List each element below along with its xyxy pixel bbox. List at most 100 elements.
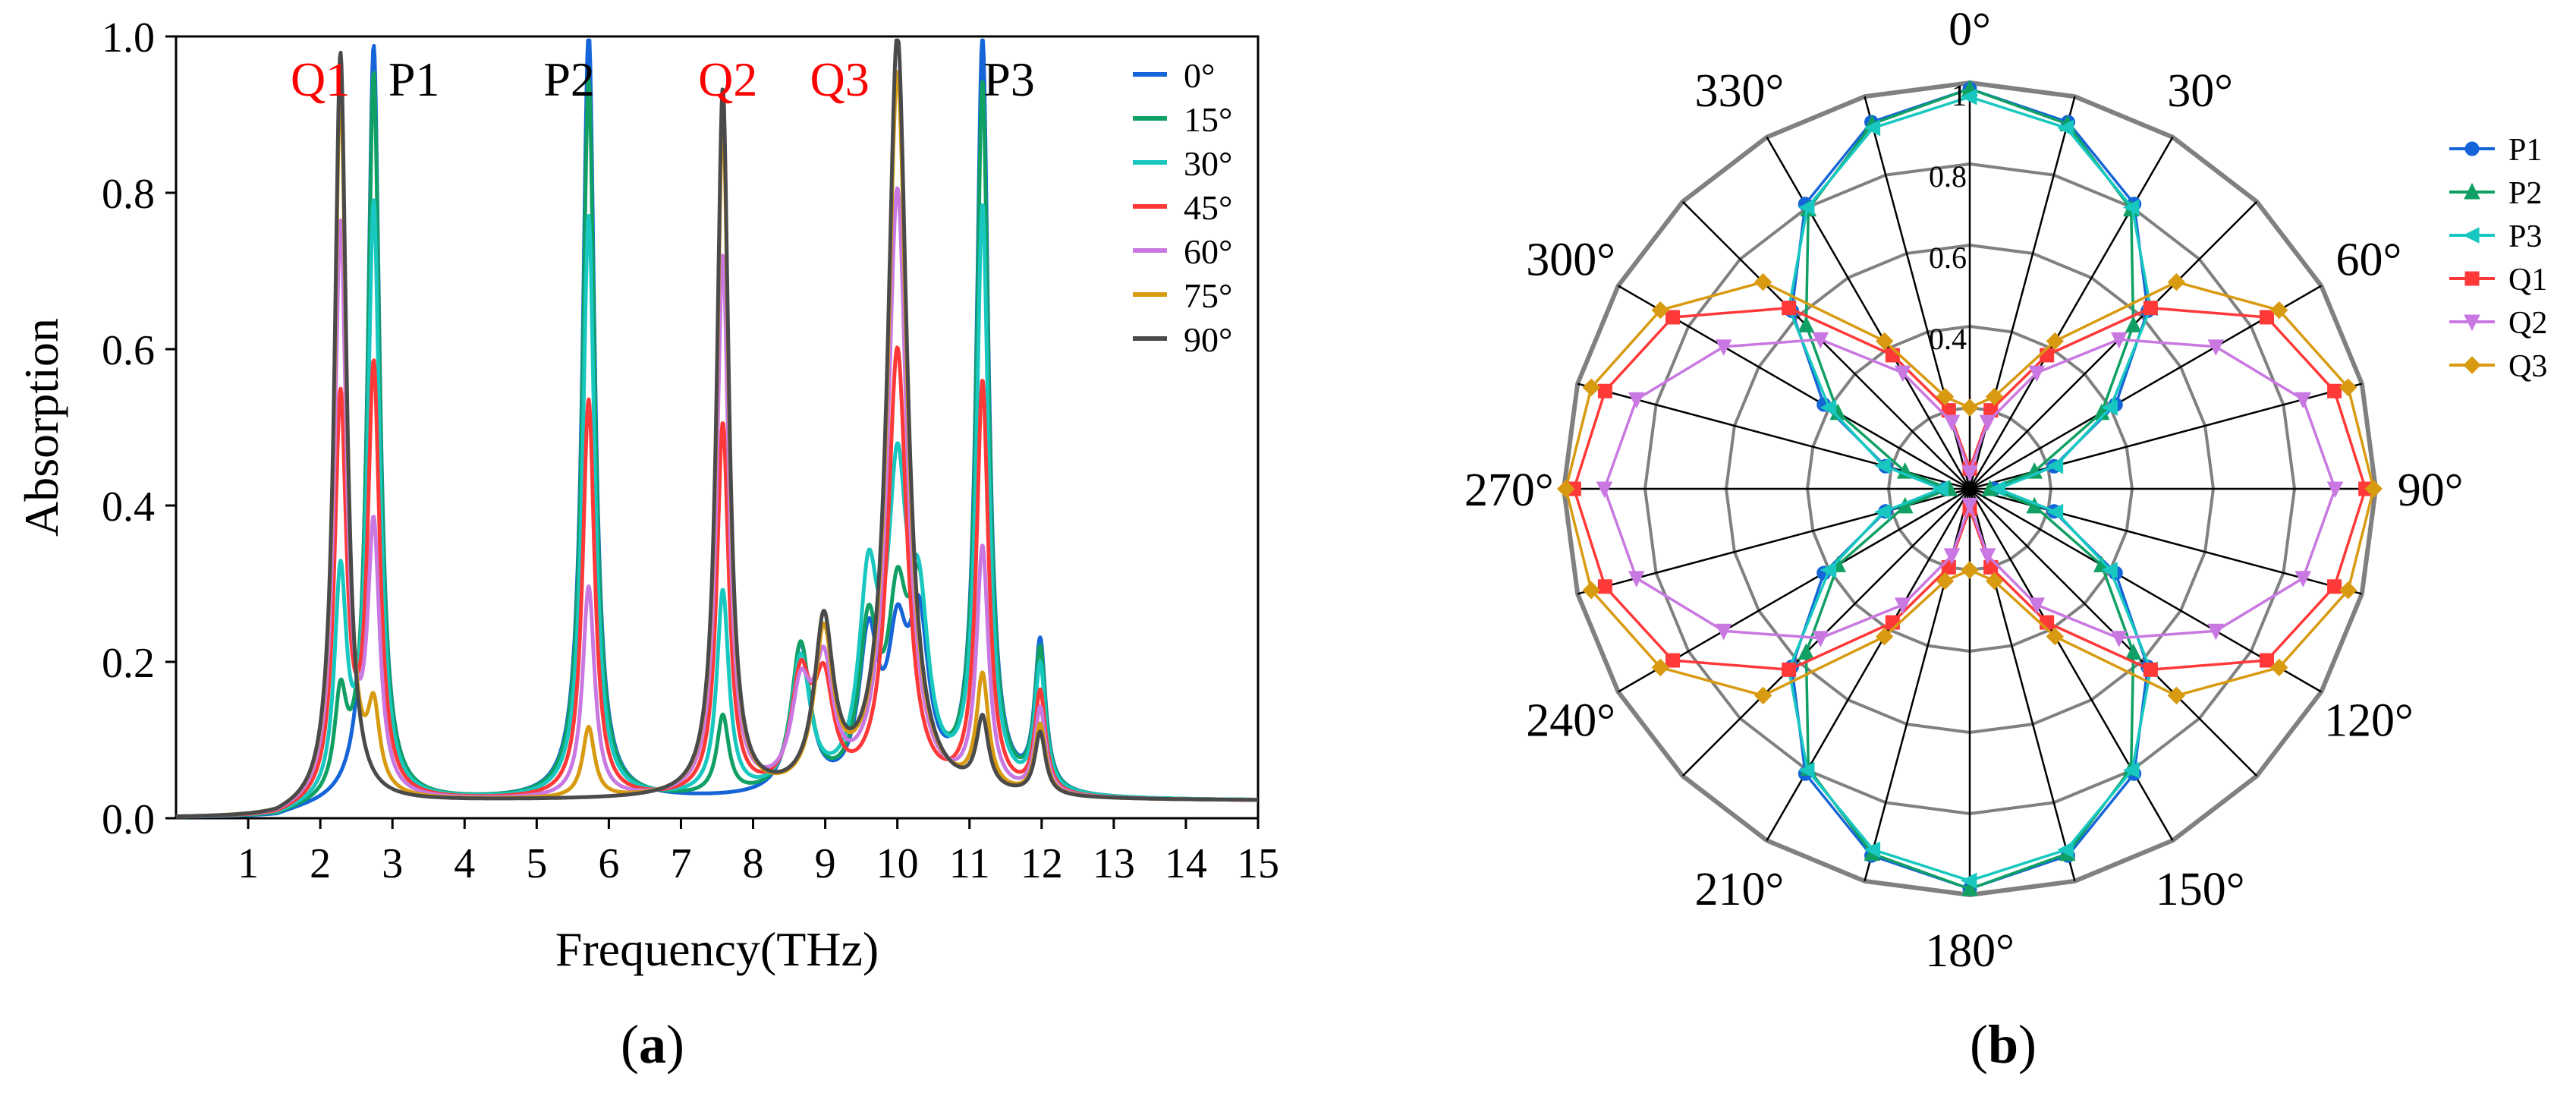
- radial-tick-labels: 0.4 0.6 0.8 1: [1929, 78, 1967, 356]
- data-point: [2057, 119, 2074, 137]
- panel-a-absorption-spectrum: 1 2 3 4 5 6 7 8 9 10 11 12 13 14 150.00.20.40.60.81.0 …: [14, 14, 1279, 1075]
- panel-label-a: (a): [621, 1014, 684, 1075]
- polar-spoke: [1766, 488, 1971, 841]
- data-point: [2327, 383, 2342, 398]
- data-point: [1754, 686, 1772, 705]
- data-point: [2110, 332, 2128, 349]
- peak-annotations: Q1 P1 P2 Q2 Q3 P3: [291, 52, 1035, 106]
- data-point: [2143, 301, 2158, 316]
- legend-label: 60°: [1184, 232, 1232, 271]
- data-point: [1894, 597, 1911, 615]
- data-point: [1715, 339, 1732, 356]
- angle-label: 60°: [2336, 234, 2402, 285]
- data-point: [2464, 314, 2480, 332]
- data-point: [1715, 623, 1732, 641]
- legend-label: P2: [2508, 176, 2542, 211]
- polar-spoke: [1681, 200, 1971, 490]
- polar-series-q2: [1596, 332, 2344, 647]
- data-point: [1597, 579, 1612, 594]
- data-point: [2462, 227, 2480, 244]
- angle-label: 0°: [1949, 4, 1991, 55]
- polar-series-p3: [1779, 88, 2158, 890]
- x-tick-label: 15: [1237, 840, 1279, 887]
- data-point: [1820, 562, 1837, 578]
- x-tick-label: 11: [949, 840, 990, 887]
- x-tick-label: 2: [310, 840, 331, 887]
- panel-label-b: (b): [1970, 1014, 2037, 1075]
- data-point: [1885, 348, 1900, 363]
- data-point: [1874, 457, 1891, 474]
- data-point: [1874, 503, 1891, 521]
- angle-label: 210°: [1695, 864, 1785, 915]
- data-point: [1596, 481, 1613, 499]
- data-point: [1985, 387, 2004, 406]
- data-point: [1989, 480, 2005, 497]
- data-point: [2270, 658, 2288, 677]
- data-point: [1582, 378, 1601, 397]
- data-point: [1961, 465, 1978, 482]
- data-point: [2046, 503, 2064, 521]
- data-point: [1961, 497, 1978, 515]
- y-tick-label: 0.0: [102, 796, 155, 843]
- legend-b: P1 P2 P3 Q1 Q2 Q3: [2449, 133, 2547, 384]
- data-point: [1665, 653, 1680, 668]
- data-point: [2143, 662, 2158, 677]
- data-point: [2270, 301, 2288, 320]
- axis-ticks-a: 1 2 3 4 5 6 7 8 9 10 11 12 13 14 150.00.20.40.60.81.0: [102, 14, 1279, 887]
- angle-label: 120°: [2324, 695, 2414, 747]
- data-point: [2260, 653, 2275, 668]
- data-point: [2294, 392, 2312, 409]
- data-point: [1943, 548, 1961, 565]
- data-point: [1936, 387, 1955, 406]
- data-point: [2046, 332, 2065, 351]
- data-point: [1812, 332, 1829, 349]
- y-tick-label: 0.6: [102, 327, 155, 374]
- polar-spoke: [1968, 137, 2174, 490]
- data-point: [2057, 841, 2074, 858]
- data-point: [1979, 548, 1996, 565]
- legend-label: 45°: [1184, 188, 1232, 227]
- x-tick-label: 13: [1093, 840, 1135, 887]
- angle-label: 150°: [2156, 864, 2245, 915]
- data-point: [1651, 658, 1669, 677]
- x-axis-label: Frequency(THz): [555, 922, 879, 976]
- data-point: [1782, 662, 1797, 677]
- x-tick-label: 8: [743, 840, 764, 887]
- data-point: [1628, 571, 1645, 587]
- legend-label: 90°: [1184, 320, 1232, 359]
- x-tick-label: 1: [237, 840, 259, 887]
- annotation-q1: Q1: [291, 52, 350, 106]
- angle-label: 240°: [1526, 695, 1615, 747]
- annotation-p1: P1: [388, 52, 440, 106]
- data-point: [1960, 88, 1977, 106]
- annotation-p2: P2: [543, 52, 595, 106]
- x-tick-label: 4: [454, 840, 475, 887]
- data-point: [2327, 579, 2342, 594]
- legend-label: Q2: [2508, 306, 2547, 341]
- data-point: [2339, 378, 2357, 397]
- angle-labels: 0° 30° 60° 90° 120° 150° 180° 210° 240° 270° 300° 3…: [1464, 4, 2464, 977]
- data-point: [1782, 301, 1797, 316]
- y-tick-label: 1.0: [102, 14, 155, 61]
- legend-label: 0°: [1184, 56, 1215, 95]
- data-point: [2125, 316, 2142, 332]
- data-point: [2046, 457, 2064, 474]
- data-point: [1943, 414, 1961, 432]
- data-point: [2122, 199, 2140, 216]
- y-tick-label: 0.2: [102, 640, 155, 687]
- data-point: [1812, 631, 1829, 647]
- legend-label: P1: [2508, 133, 2542, 168]
- data-point: [1820, 399, 1837, 416]
- data-point: [2339, 581, 2357, 600]
- data-point: [1798, 316, 1815, 332]
- data-point: [1665, 310, 1680, 325]
- panel-b-polar-plot: 0.4 0.6 0.8 1 0° 30° 60° 90° 120° 150° 180° 210° 24…: [1464, 4, 2547, 1075]
- angle-label: 180°: [1925, 925, 2015, 977]
- data-point: [1864, 841, 1881, 858]
- data-point: [2167, 686, 2186, 705]
- radial-tick-label: 0.4: [1929, 322, 1967, 356]
- polar-series-q3: [1556, 272, 2383, 705]
- data-point: [2464, 271, 2480, 286]
- data-point: [1885, 615, 1900, 630]
